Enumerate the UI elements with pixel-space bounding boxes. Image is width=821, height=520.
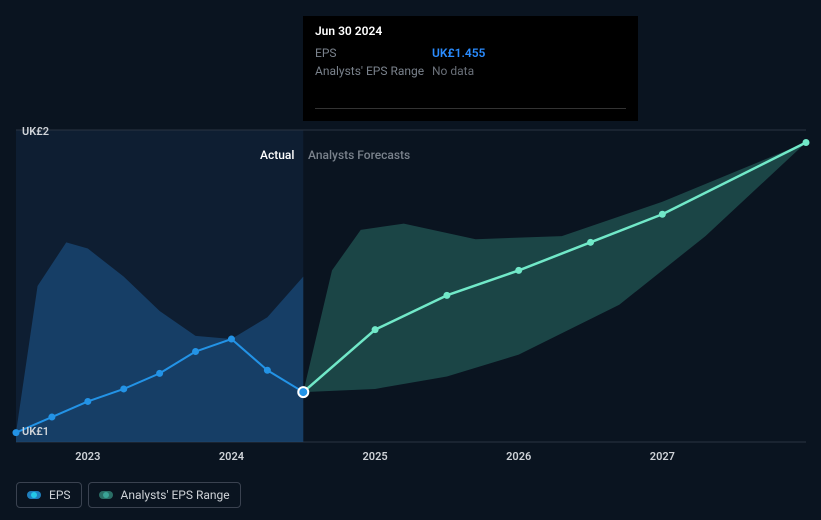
legend: EPS Analysts' EPS Range bbox=[16, 482, 241, 508]
tooltip-divider bbox=[315, 108, 626, 109]
legend-item-range[interactable]: Analysts' EPS Range bbox=[88, 482, 241, 508]
label-forecast: Analysts Forecasts bbox=[308, 148, 410, 162]
tooltip-date: Jun 30 2024 bbox=[315, 24, 626, 38]
legend-dot-eps bbox=[27, 491, 41, 499]
tooltip-row-1: Analysts' EPS Range No data bbox=[315, 62, 626, 80]
xlabel-4: 2027 bbox=[650, 450, 675, 463]
ylabel-1: UK£1 bbox=[22, 425, 49, 438]
ylabel-0: UK£2 bbox=[22, 125, 49, 138]
tooltip-row-0-label: EPS bbox=[315, 44, 432, 62]
xlabel-0: 2023 bbox=[75, 450, 100, 463]
tooltip-row-0-value: UK£1.455 bbox=[432, 44, 485, 62]
xlabel-3: 2026 bbox=[506, 450, 531, 463]
legend-item-eps[interactable]: EPS bbox=[16, 482, 82, 508]
label-actual: Actual bbox=[260, 148, 294, 162]
tooltip-row-1-label: Analysts' EPS Range bbox=[315, 62, 432, 80]
tooltip: Jun 30 2024 EPS UK£1.455 Analysts' EPS R… bbox=[303, 16, 638, 121]
xlabel-1: 2024 bbox=[219, 450, 244, 463]
legend-label-eps: EPS bbox=[49, 488, 71, 502]
xlabel-2: 2025 bbox=[363, 450, 388, 463]
legend-dot-range bbox=[99, 491, 113, 499]
tooltip-row-1-value: No data bbox=[432, 62, 474, 80]
legend-label-range: Analysts' EPS Range bbox=[121, 488, 230, 502]
tooltip-row-0: EPS UK£1.455 bbox=[315, 44, 626, 62]
